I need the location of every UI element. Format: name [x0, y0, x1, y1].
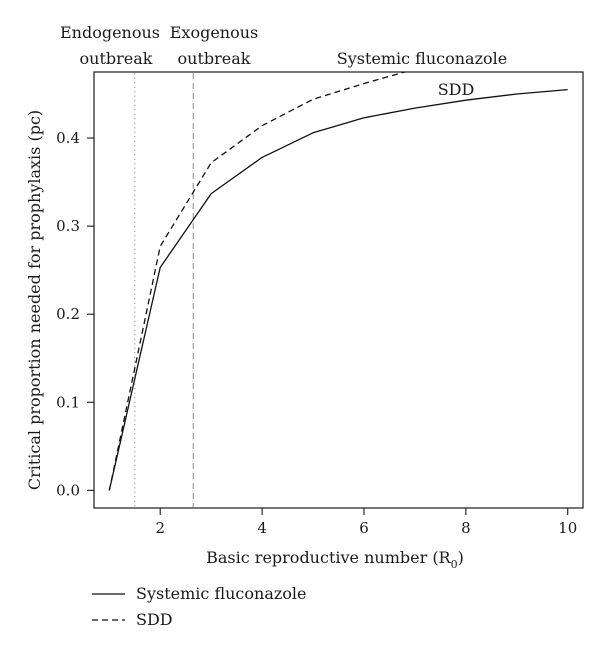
annotation-sdd: SDD [438, 80, 475, 99]
y-tick-label: 0.1 [56, 393, 80, 411]
series-line-systemic-fluconazole [108, 88, 568, 491]
x-axis: 2 4 6 8 10 [155, 508, 577, 537]
y-axis: 0.0 0.1 0.2 0.3 0.4 [56, 129, 94, 499]
y-tick-label: 0.3 [56, 217, 80, 235]
x-tick-label: 4 [257, 519, 267, 537]
x-axis-title: Basic reproductive number (R0) [206, 548, 464, 571]
annotation-systemic-fluconazole: Systemic fluconazole [337, 49, 508, 68]
annotation-exogenous-line2: outbreak [178, 49, 251, 68]
x-tick-label: 8 [461, 519, 471, 537]
y-tick-label: 0.2 [56, 305, 80, 323]
y-axis-title: Critical proportion needed for prophylax… [25, 110, 44, 490]
x-tick-label: 6 [359, 519, 369, 537]
x-tick-label: 2 [155, 519, 165, 537]
series-layer [108, 72, 568, 491]
plot-frame [93, 71, 584, 509]
series-line-sdd [108, 72, 405, 491]
annotation-endogenous-line2: outbreak [80, 49, 153, 68]
reference-lines [134, 73, 195, 507]
annotation-exogenous-line1: Exogenous [170, 23, 259, 42]
legend-label-sdd: SDD [136, 610, 173, 629]
legend: Systemic fluconazole SDD [92, 584, 307, 629]
annotation-endogenous-line1: Endogenous [60, 23, 160, 42]
x-axis-title-subscript: 0 [451, 558, 458, 571]
legend-label-systemic-fluconazole: Systemic fluconazole [136, 584, 307, 603]
y-tick-label: 0.0 [56, 481, 80, 499]
x-tick-label: 10 [558, 519, 577, 537]
y-tick-label: 0.4 [56, 129, 80, 147]
